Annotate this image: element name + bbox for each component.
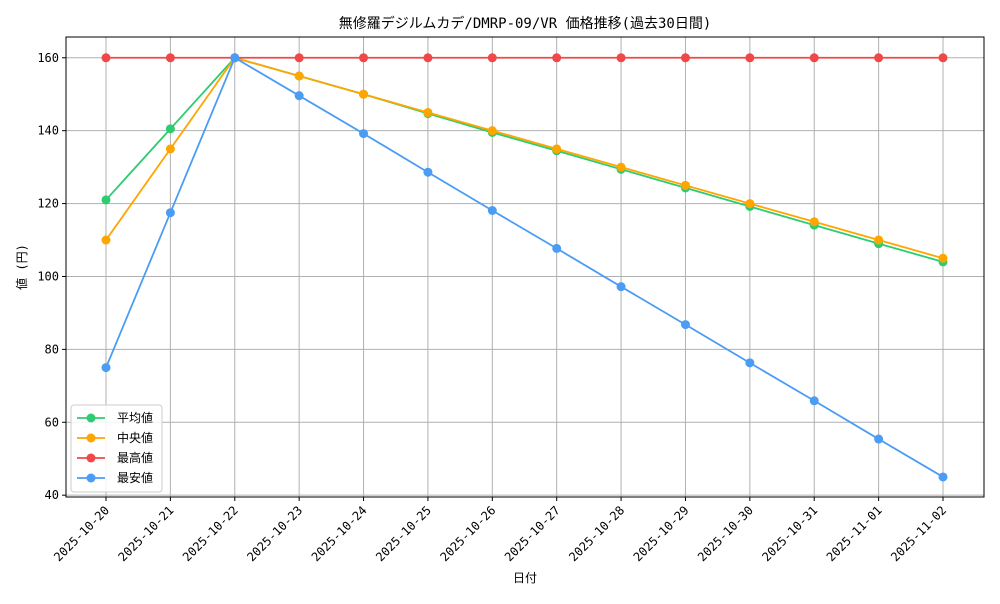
data-point [874, 434, 884, 444]
series-line [105, 56, 944, 478]
legend-marker [86, 473, 96, 483]
data-point [101, 53, 111, 63]
data-point [165, 208, 175, 218]
data-point [101, 195, 111, 205]
data-point [423, 107, 433, 117]
data-point [165, 144, 175, 154]
series-line [105, 56, 944, 263]
data-point [680, 53, 690, 63]
data-point [874, 235, 884, 245]
y-tick-label: 40 [45, 488, 59, 502]
data-point [359, 89, 369, 99]
x-axis-ticks: 2025-10-20 2025-10-21 2025-10-22 2025-10-23… [51, 497, 949, 564]
data-point [552, 243, 562, 253]
series-lines [101, 53, 948, 482]
x-tick-label: 2025-10-23 [244, 503, 305, 564]
x-tick-label: 2025-10-25 [373, 503, 434, 564]
data-point [487, 53, 497, 63]
x-tick-label: 2025-10-29 [631, 503, 692, 564]
data-point [938, 53, 948, 63]
legend-marker [86, 433, 96, 443]
y-tick-label: 140 [37, 124, 59, 138]
data-point [552, 53, 562, 63]
data-point [359, 53, 369, 63]
legend-marker [86, 453, 96, 463]
legend-item: 最安値 [77, 470, 153, 485]
data-point [616, 53, 626, 63]
legend-item: 中央値 [77, 430, 153, 445]
grid-lines [66, 37, 984, 497]
x-tick-label: 2025-10-21 [116, 503, 177, 564]
series-1 [101, 53, 948, 263]
legend-label: 中央値 [117, 430, 153, 445]
data-point [165, 53, 175, 63]
data-point [745, 199, 755, 209]
x-axis-label: 日付 [513, 571, 537, 585]
data-point [745, 53, 755, 63]
series-line [105, 56, 944, 260]
legend-label: 最高値 [117, 450, 153, 465]
data-point [552, 144, 562, 154]
legend-box [70, 404, 163, 493]
x-tick-label: 2025-10-26 [437, 503, 498, 564]
data-point [165, 124, 175, 134]
data-point [938, 253, 948, 263]
legend-item: 最高値 [77, 450, 153, 465]
x-tick-label: 2025-11-01 [824, 503, 885, 564]
series-3 [101, 53, 948, 482]
data-point [359, 129, 369, 139]
series-2 [101, 53, 948, 63]
y-tick-label: 100 [37, 269, 59, 283]
y-axis-ticks: 40 60 80 100 120 140 160 [37, 51, 66, 502]
legend-label: 平均値 [117, 410, 153, 425]
data-point [294, 71, 304, 81]
x-tick-label: 2025-10-28 [566, 503, 627, 564]
y-tick-label: 160 [37, 51, 59, 65]
data-point [680, 320, 690, 330]
data-point [487, 206, 497, 216]
data-point [423, 53, 433, 63]
legend-label: 最安値 [117, 470, 153, 485]
x-tick-label: 2025-10-30 [695, 503, 756, 564]
data-point [294, 91, 304, 101]
data-point [423, 167, 433, 177]
data-point [809, 396, 819, 406]
y-tick-label: 120 [37, 197, 59, 211]
data-point [101, 235, 111, 245]
data-point [487, 126, 497, 136]
data-point [745, 358, 755, 368]
data-point [294, 53, 304, 63]
legend-item: 平均値 [77, 410, 153, 425]
plot-frame [65, 36, 985, 498]
x-tick-label: 2025-10-24 [309, 503, 370, 564]
data-point [809, 53, 819, 63]
data-point [809, 217, 819, 227]
x-tick-label: 2025-10-31 [759, 503, 820, 564]
y-tick-label: 80 [45, 342, 59, 356]
data-point [616, 162, 626, 172]
data-point [230, 53, 240, 63]
y-axis-label: 値 (円) [14, 244, 29, 290]
data-point [616, 282, 626, 292]
x-tick-label: 2025-11-02 [888, 503, 949, 564]
legend-marker [86, 413, 96, 423]
data-point [101, 363, 111, 373]
y-tick-label: 60 [45, 415, 59, 429]
data-point [874, 53, 884, 63]
chart-title: 無修羅デジルムカデ/DMRP-09/VR 価格推移(過去30日間) [339, 15, 712, 32]
x-tick-label: 2025-10-20 [51, 503, 112, 564]
data-point [938, 472, 948, 482]
x-tick-label: 2025-10-27 [502, 503, 563, 564]
x-tick-label: 2025-10-22 [180, 503, 241, 564]
series-0 [101, 53, 948, 267]
data-point [680, 180, 690, 190]
